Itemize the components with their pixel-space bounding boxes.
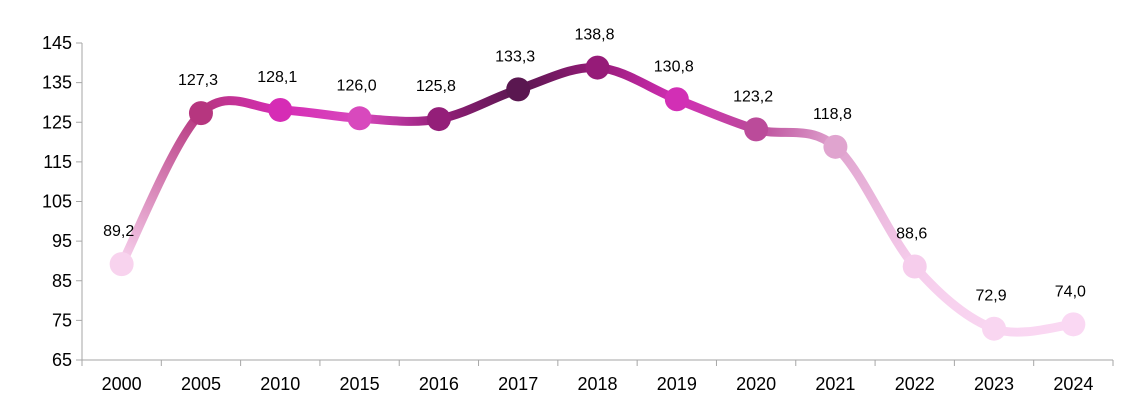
data-points [109, 55, 1086, 341]
x-tick-label: 2017 [498, 374, 538, 394]
data-label: 130,8 [654, 58, 694, 75]
x-tick-label: 2019 [657, 374, 697, 394]
series-line-segment [830, 142, 920, 271]
x-tick-label: 2020 [736, 374, 776, 394]
x-axis-ticks: 2000 2005 2010 2015 2016 2017 2018 2019 2020 2021… [81, 360, 1114, 394]
y-tick-label: 75 [52, 310, 72, 330]
data-label: 123,2 [733, 88, 773, 105]
series-line-segment [117, 108, 206, 269]
data-point [664, 87, 689, 112]
data-label: 89,2 [103, 223, 134, 240]
y-tick-label: 105 [42, 192, 72, 212]
data-point [426, 107, 451, 132]
data-point [982, 316, 1007, 341]
x-tick-label: 2018 [577, 374, 617, 394]
data-label: 118,8 [813, 106, 852, 123]
data-point [1061, 312, 1086, 337]
series-line [117, 63, 1078, 337]
data-point [347, 106, 372, 131]
y-tick-label: 95 [52, 231, 72, 251]
x-tick-label: 2023 [974, 374, 1014, 394]
x-tick-label: 2016 [419, 374, 459, 394]
data-point [823, 134, 848, 159]
x-tick-label: 2005 [181, 374, 221, 394]
data-label: 88,6 [896, 225, 927, 242]
y-axis-ticks: 65 75 85 95 105 115 125 135 145 [42, 33, 82, 370]
data-point [506, 77, 531, 102]
data-label: 127,3 [178, 72, 218, 89]
data-label: 125,8 [416, 78, 456, 95]
y-tick-label: 85 [52, 271, 72, 291]
x-tick-label: 2010 [260, 374, 300, 394]
data-label: 74,0 [1055, 283, 1086, 300]
data-point [902, 254, 927, 279]
x-tick-label: 2024 [1053, 374, 1093, 394]
data-label: 72,9 [975, 288, 1006, 305]
data-point [188, 101, 213, 126]
data-label: 126,0 [337, 77, 377, 94]
data-labels: 89,2 127,3 128,1 126,0 125,8 133,3 138,8 130,8 1… [103, 27, 1086, 305]
y-tick-label: 135 [42, 73, 72, 93]
series-line-segment [751, 124, 840, 152]
data-point [109, 252, 134, 277]
data-point [585, 55, 610, 80]
x-tick-label: 2000 [102, 374, 142, 394]
y-tick-label: 65 [52, 350, 72, 370]
y-tick-label: 115 [43, 152, 72, 172]
data-label: 138,8 [574, 27, 614, 44]
x-tick-label: 2021 [815, 374, 855, 394]
y-tick-label: 125 [42, 112, 72, 132]
data-point [268, 97, 293, 122]
data-point [744, 117, 769, 142]
x-tick-label: 2015 [340, 374, 380, 394]
series-line-segment [513, 63, 602, 94]
x-tick-label: 2022 [895, 374, 935, 394]
data-label: 128,1 [257, 69, 297, 86]
y-tick-label: 145 [42, 33, 72, 53]
data-label: 133,3 [495, 48, 535, 65]
